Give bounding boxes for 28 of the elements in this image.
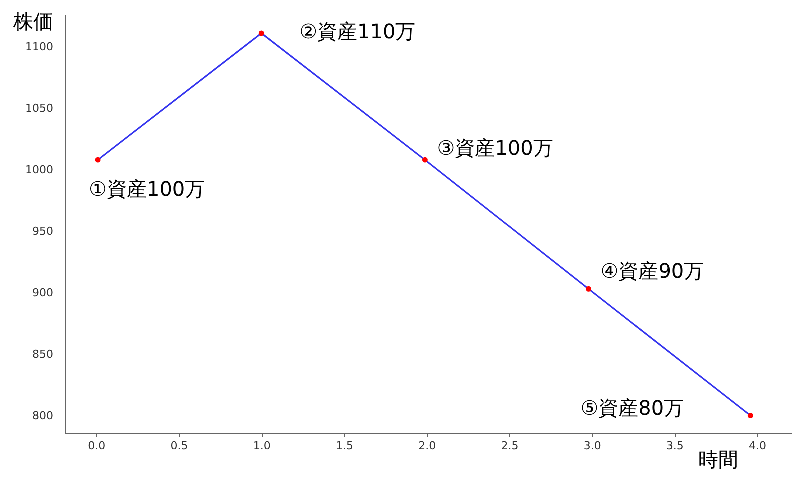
y-tick-label: 1100 bbox=[26, 40, 54, 54]
annotation: ②資産110万 bbox=[300, 19, 416, 44]
annotation: ⑤資産80万 bbox=[580, 396, 684, 420]
y-tick-label: 1000 bbox=[26, 163, 54, 176]
annotation: ④資産90万 bbox=[600, 259, 704, 284]
point bbox=[586, 286, 592, 292]
y-tick-label: 900 bbox=[32, 286, 54, 300]
y-tick-label: 850 bbox=[32, 348, 54, 361]
x-tick-label: 2.5 bbox=[501, 440, 519, 452]
y-tick-label: 950 bbox=[32, 224, 54, 238]
x-tick-label: 0.5 bbox=[170, 440, 188, 452]
annotation: ①資産100万 bbox=[89, 177, 206, 202]
x-tick-label: 1.0 bbox=[253, 440, 271, 452]
x-axis-title: 時間 bbox=[698, 448, 738, 472]
x-tick-label: 4.0 bbox=[749, 440, 767, 452]
x-tick-label: 0.0 bbox=[88, 440, 106, 452]
point bbox=[748, 413, 754, 419]
x-tick-label: 1.5 bbox=[336, 440, 354, 452]
y-tick-label: 1050 bbox=[26, 102, 54, 115]
y-axis-title: 株価 bbox=[12, 10, 54, 34]
x-tick-label: 3.5 bbox=[666, 440, 684, 452]
x-tick-label: 3.0 bbox=[584, 440, 602, 452]
annotation: ③資産100万 bbox=[437, 136, 554, 160]
point bbox=[95, 157, 101, 163]
x-tick-label: 2.0 bbox=[418, 440, 436, 452]
point bbox=[422, 157, 428, 163]
y-tick-label: 800 bbox=[32, 409, 54, 422]
point bbox=[258, 30, 264, 36]
